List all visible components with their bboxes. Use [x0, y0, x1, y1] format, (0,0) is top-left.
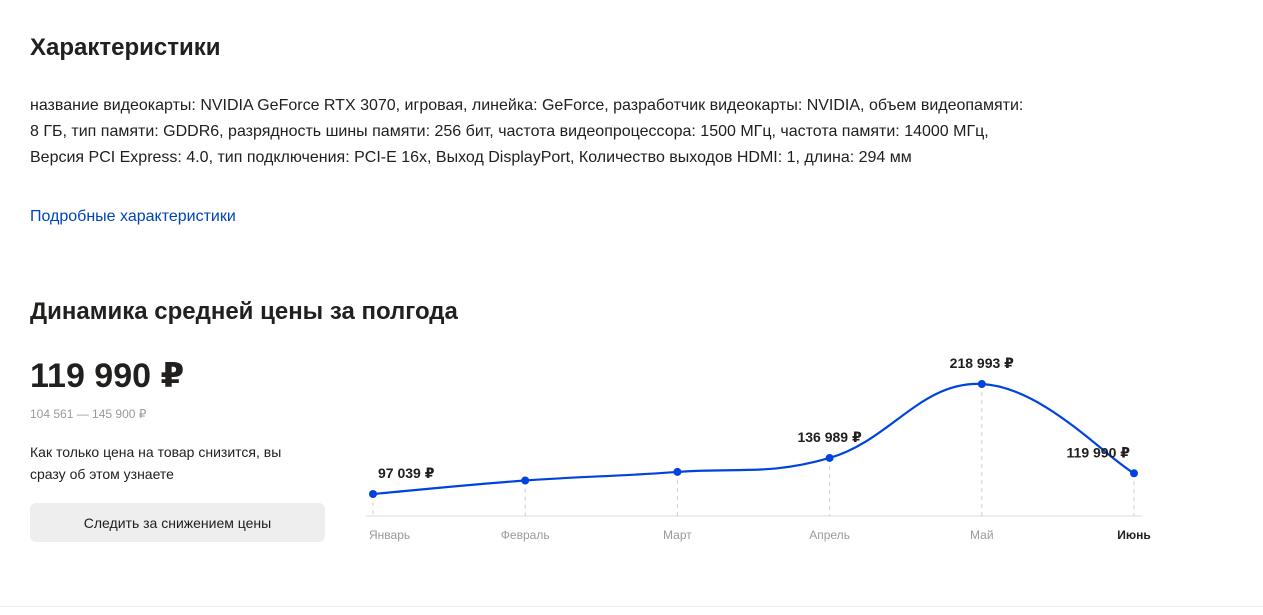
chart-data-point — [1130, 469, 1138, 478]
chart-value-label: 218 993 ₽ — [950, 355, 1014, 371]
chart-data-point — [825, 453, 834, 462]
price-drop-notice: Как только цена на товар снизится, вы ср… — [30, 444, 282, 482]
current-price: 119 990 ₽ — [30, 357, 185, 395]
chart-x-tick-label: Март — [663, 528, 692, 542]
chart-data-point — [977, 380, 986, 388]
chart-x-tick-label: Май — [970, 528, 994, 542]
chart-x-tick-label: Январь — [369, 528, 410, 542]
chart-data-point — [369, 490, 377, 498]
chart-value-label: 97 039 ₽ — [378, 465, 435, 481]
chart-series-line — [372, 382, 1135, 496]
follow-price-drop-button[interactable]: Следить за снижением цены — [30, 503, 325, 542]
chart-x-tick-label: Июнь — [1117, 528, 1151, 542]
chart-value-label: 136 989 ₽ — [797, 429, 861, 445]
chart-data-point — [521, 476, 530, 485]
price-range: 104 561 — 145 900 ₽ — [30, 407, 147, 421]
chart-x-tick-label: Февраль — [501, 528, 550, 542]
specs-title: Характеристики — [30, 34, 221, 61]
specs-line-2: 8 ГБ, тип памяти: GDDR6, разрядность шин… — [30, 123, 989, 140]
divider — [0, 606, 1263, 607]
specs-text: название видеокарты: NVIDIA GeForce RTX … — [30, 93, 1150, 171]
detailed-specs-link[interactable]: Подробные характеристики — [30, 208, 236, 225]
chart-x-tick-label: Апрель — [809, 528, 850, 542]
price-dynamics-title: Динамика средней цены за полгода — [30, 298, 458, 325]
chart-value-label: 119 990 ₽ — [1067, 444, 1131, 460]
specs-line-3: Версия PCI Express: 4.0, тип подключения… — [30, 149, 912, 166]
specs-line-1: название видеокарты: NVIDIA GeForce RTX … — [30, 97, 1024, 114]
chart-data-point — [673, 467, 682, 476]
